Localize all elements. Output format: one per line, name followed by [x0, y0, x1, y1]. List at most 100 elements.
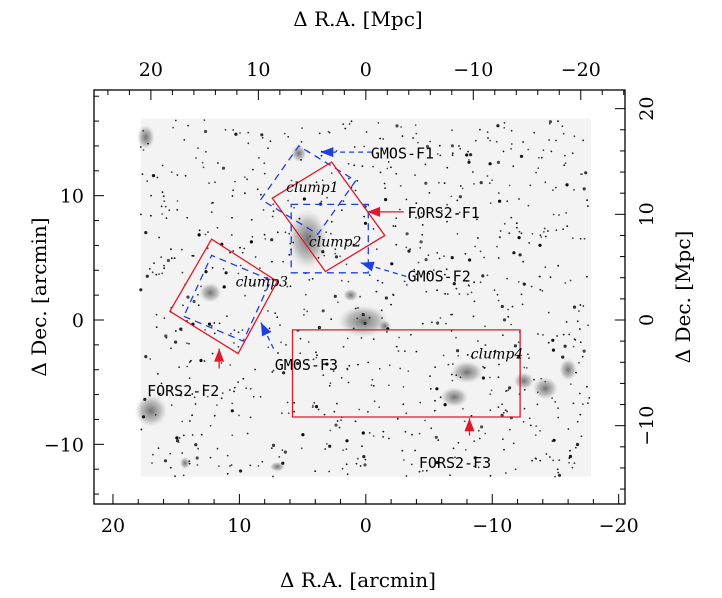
source-dot: [573, 189, 575, 191]
source-dot: [522, 260, 525, 263]
source-dot: [191, 254, 194, 257]
source-dot: [508, 386, 512, 390]
source-dot: [454, 456, 456, 459]
source-dot: [421, 233, 424, 236]
source-dot: [579, 341, 582, 344]
source-dot: [141, 415, 146, 419]
source-dot: [231, 216, 233, 219]
source-dot: [503, 126, 506, 129]
source-dot: [281, 412, 283, 415]
source-dot: [278, 456, 281, 458]
source-dot: [555, 186, 557, 189]
density-blob: [513, 372, 534, 390]
source-dot: [311, 277, 314, 280]
source-dot: [467, 160, 471, 164]
source-dot: [493, 289, 496, 291]
source-dot: [459, 147, 462, 150]
source-dot: [367, 410, 369, 413]
source-dot: [495, 140, 498, 143]
source-dot: [439, 154, 442, 157]
source-dot: [565, 183, 569, 187]
source-dot: [528, 357, 530, 360]
source-dot: [510, 323, 513, 326]
source-dot: [572, 345, 575, 348]
source-dot: [283, 450, 287, 454]
source-dot: [159, 392, 161, 395]
source-dot: [321, 309, 325, 313]
source-dot: [505, 472, 507, 474]
source-dot: [440, 210, 443, 212]
source-dot: [405, 232, 409, 236]
clump-label-clump3: clump3: [236, 274, 289, 290]
source-dot: [317, 408, 320, 411]
source-dot: [272, 203, 275, 206]
source-dot: [456, 213, 458, 215]
source-dot: [151, 462, 153, 464]
source-dot: [579, 237, 582, 240]
source-dot: [229, 364, 232, 366]
source-dot: [464, 449, 467, 451]
source-dot: [481, 274, 485, 278]
source-dot: [309, 235, 311, 238]
source-dot: [489, 139, 492, 142]
source-dot: [465, 280, 468, 282]
source-dot: [479, 128, 481, 131]
source-dot: [209, 456, 212, 459]
source-dot: [244, 192, 246, 195]
source-dot: [455, 287, 458, 290]
source-dot: [353, 146, 356, 148]
source-dot: [197, 447, 200, 450]
source-dot: [561, 355, 565, 359]
source-dot: [329, 429, 332, 432]
top-tick-label: 20: [139, 59, 163, 81]
source-dot: [458, 293, 461, 295]
right-tick-label: 0: [636, 314, 658, 326]
source-dot: [575, 442, 580, 447]
density-blob: [198, 282, 222, 303]
source-dot: [464, 252, 467, 255]
source-dot: [323, 413, 326, 416]
source-dot: [569, 279, 572, 282]
source-dot: [165, 336, 168, 339]
source-dot: [191, 393, 194, 395]
source-dot: [150, 214, 152, 217]
right-axis-label: Δ Dec. [Mpc]: [671, 231, 695, 364]
source-dot: [514, 468, 517, 471]
source-dot: [520, 232, 523, 235]
source-dot: [386, 167, 389, 170]
source-dot: [418, 217, 420, 220]
source-dot: [373, 400, 376, 403]
source-dot: [353, 164, 356, 167]
source-dot: [405, 198, 408, 201]
source-dot: [402, 386, 405, 388]
density-blob: [532, 377, 558, 400]
source-dot: [554, 475, 556, 478]
source-dot: [499, 236, 501, 239]
source-dot: [508, 184, 511, 187]
source-dot: [205, 150, 207, 153]
source-dot: [586, 275, 588, 278]
source-dot: [434, 399, 436, 402]
source-dot: [386, 331, 388, 333]
source-dot: [395, 345, 398, 348]
source-dot: [377, 122, 380, 124]
source-dot: [530, 285, 533, 288]
source-dot: [140, 428, 143, 431]
source-dot: [588, 397, 591, 399]
source-dot: [315, 356, 318, 359]
source-dot: [288, 253, 291, 256]
source-dot: [147, 142, 150, 145]
source-dot: [338, 426, 341, 429]
source-dot: [363, 221, 368, 225]
source-dot: [270, 238, 274, 242]
source-dot: [161, 191, 164, 194]
source-dot: [497, 192, 500, 194]
source-dot: [547, 311, 550, 314]
source-dot: [356, 457, 359, 460]
source-dot: [538, 275, 541, 278]
source-dot: [165, 217, 168, 220]
source-dot: [207, 322, 212, 326]
source-dot: [388, 384, 390, 387]
source-dot: [321, 250, 325, 254]
source-dot: [186, 365, 189, 368]
